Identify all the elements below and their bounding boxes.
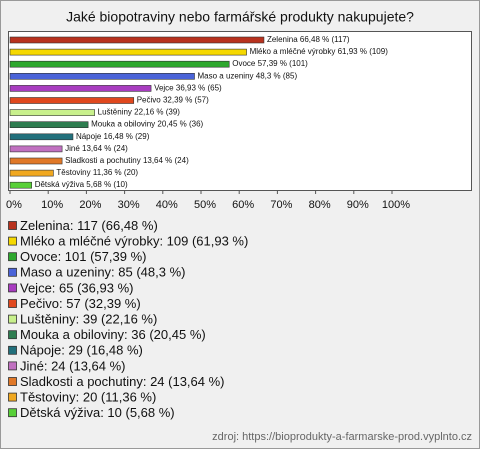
legend-label: Zelenina: 117 (66,48 %) (20, 218, 158, 233)
chart-title: Jaké biopotraviny nebo farmářské produkt… (66, 9, 414, 25)
value-label: 11,36 % (20) (93, 168, 139, 177)
x-tick-label: 20% (79, 199, 101, 211)
category-label: Mléko a mléčné výrobky (250, 47, 336, 56)
category-label: Dětská výživa (35, 180, 85, 189)
bar-label: Těstoviny 11,36 % (20) (56, 168, 138, 177)
legend-swatch (8, 283, 17, 293)
bar-label: Zelenina 66,48 % (117) (267, 35, 350, 44)
category-label: Mouka a obiloviny (91, 120, 155, 129)
bar (9, 97, 135, 104)
value-label: 32,39 % (57) (163, 96, 209, 105)
legend-swatch (8, 408, 17, 418)
legend-swatch (8, 299, 17, 308)
value-label: 36,93 % (65) (176, 84, 222, 93)
legend-swatch (8, 221, 17, 230)
legend-label: Luštěniny: 39 (22,16 %) (20, 312, 157, 327)
x-tick-label: 80% (309, 199, 331, 211)
legend-label: Pečivo: 57 (32,39 %) (20, 296, 141, 311)
x-tick-label: 40% (156, 199, 178, 211)
legend-label: Mléko a mléčné výrobky: 109 (61,93 %) (20, 234, 248, 249)
value-label: 13,64 % (24) (143, 156, 189, 165)
legend-swatch (8, 345, 17, 355)
value-label: 22,16 % (39) (134, 108, 180, 117)
x-tick-label: 30% (118, 199, 140, 211)
bar (9, 73, 195, 80)
value-label: 16,48 % (29) (104, 132, 150, 141)
category-label: Pečivo (137, 96, 162, 105)
bar (9, 181, 32, 189)
bar (9, 133, 74, 141)
value-label: 66,48 % (117) (300, 35, 350, 44)
legend-swatch (8, 267, 17, 277)
legend-label: Vejce: 65 (36,93 %) (20, 280, 133, 295)
bar-label: Mléko a mléčné výrobky 61,93 % (109) (250, 47, 389, 56)
source: zdroj: https://bioprodukty-a-farmarske-p… (212, 431, 472, 443)
bar-label: Maso a uzeniny 48,3 % (85) (198, 71, 298, 80)
bar-label: Pečivo 32,39 % (57) (137, 96, 209, 105)
x-tick-label: 10% (41, 199, 63, 211)
legend-swatch (8, 330, 17, 340)
bar (9, 157, 63, 165)
bar (9, 85, 152, 92)
category-label: Zelenina (267, 35, 298, 44)
legend-label: Jiné: 24 (13,64 %) (20, 358, 126, 373)
value-label: 57,39 % (101) (258, 59, 309, 68)
bar-label: Luštěniny 22,16 % (39) (98, 108, 181, 117)
value-label: 61,93 % (109) (338, 47, 389, 56)
legend-label: Ovoce: 101 (57,39 %) (20, 249, 146, 264)
bar (9, 109, 95, 116)
legend-swatch (8, 252, 17, 262)
x-tick-label: 50% (194, 199, 216, 211)
legend-label: Nápoje: 29 (16,48 %) (20, 343, 143, 358)
legend-swatch (8, 361, 17, 371)
x-tick-label: 90% (347, 199, 369, 211)
legend-label: Dětská výživa: 10 (5,68 %) (20, 405, 175, 420)
bar-label: Mouka a obiloviny 20,45 % (36) (91, 120, 203, 129)
category-label: Luštěniny (98, 108, 132, 117)
category-label: Těstoviny (56, 168, 90, 177)
category-label: Maso a uzeniny (198, 71, 254, 80)
legend-swatch (8, 392, 17, 402)
legend-swatch (8, 236, 17, 246)
legend-label: Těstoviny: 20 (11,36 %) (20, 390, 156, 405)
legend-swatch (8, 314, 17, 324)
bar (9, 48, 247, 56)
x-tick-label: 70% (270, 199, 292, 211)
legend-label: Mouka a obiloviny: 36 (20,45 %) (20, 327, 206, 342)
value-label: 20,45 % (36) (157, 120, 203, 129)
x-tick-label: 0% (6, 199, 22, 211)
bar-label: Vejce 36,93 % (65) (154, 84, 222, 93)
bar-label: Sladkosti a pochutiny 13,64 % (24) (65, 156, 189, 165)
bar (9, 169, 54, 177)
category-label: Nápoje (76, 132, 102, 141)
legend-label: Maso a uzeniny: 85 (48,3 %) (20, 265, 185, 280)
value-label: 13,64 % (24) (82, 144, 128, 153)
value-label: 5,68 % (10) (86, 180, 128, 189)
value-label: 48,3 % (85) (256, 71, 298, 80)
bar (9, 145, 63, 153)
bar (9, 121, 89, 128)
legend-swatch (8, 377, 17, 386)
legend-label: Sladkosti a pochutiny: 24 (13,64 %) (20, 374, 225, 389)
x-tick-label: 60% (232, 199, 254, 211)
category-label: Vejce (154, 84, 174, 93)
bar-label: Ovoce 57,39 % (101) (232, 59, 308, 68)
bar-label: Nápoje 16,48 % (29) (76, 132, 150, 141)
category-label: Jiné (65, 144, 80, 153)
bar-label: Dětská výživa 5,68 % (10) (35, 180, 128, 189)
bar-label: Jiné 13,64 % (24) (65, 144, 128, 153)
bar (9, 36, 265, 44)
x-tick-label: 100% (382, 199, 410, 211)
category-label: Ovoce (232, 59, 256, 68)
category-label: Sladkosti a pochutiny (65, 156, 141, 165)
bar (9, 60, 230, 68)
